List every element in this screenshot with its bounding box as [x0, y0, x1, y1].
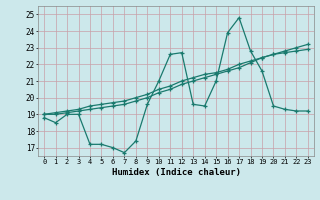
- X-axis label: Humidex (Indice chaleur): Humidex (Indice chaleur): [111, 168, 241, 177]
